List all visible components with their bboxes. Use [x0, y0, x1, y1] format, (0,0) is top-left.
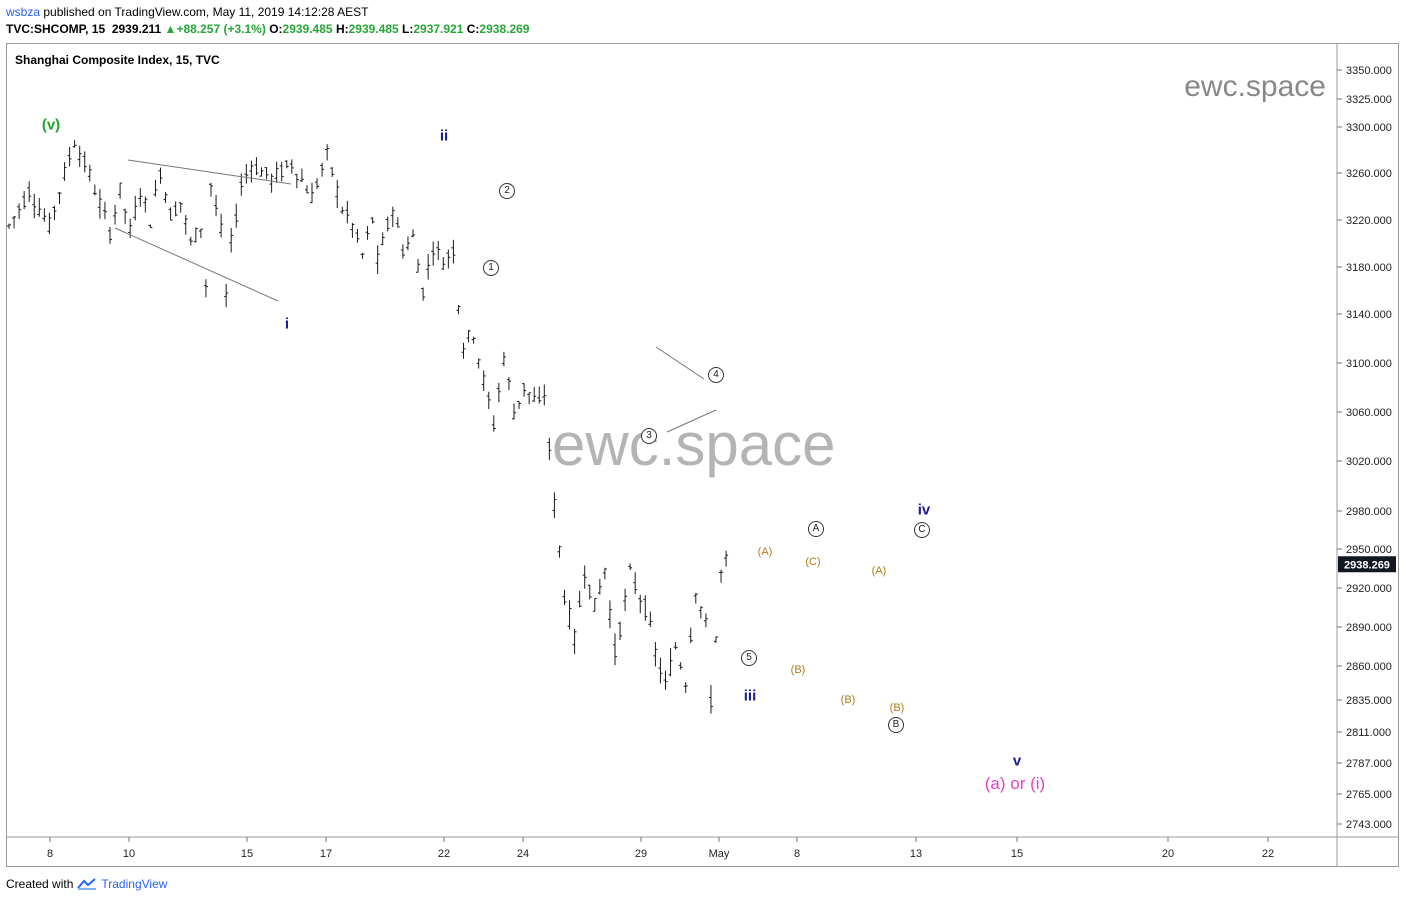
tradingview-logo-icon [77, 878, 97, 890]
time-axis[interactable]: 8 10 15 17 22 24 29 May 8 13 15 20 22 [47, 837, 1274, 860]
circled-wave-label: 2 [499, 183, 515, 199]
last-price-tag [1338, 556, 1396, 573]
subwave-label: (A) [757, 546, 773, 558]
price-tick-label: 2765.000 [1346, 789, 1392, 801]
time-tick-label: 17 [320, 848, 332, 860]
price-tick-label: 2860.000 [1346, 661, 1392, 673]
high-value: 2939.485 [348, 22, 399, 36]
time-tick-label: 13 [910, 848, 922, 860]
price-tick-label: 3260.000 [1346, 168, 1392, 180]
time-tick-label: 8 [794, 848, 800, 860]
high-label: H: [335, 22, 349, 36]
wave-label: iv [917, 501, 931, 519]
circled-wave-label: 1 [483, 260, 499, 276]
circled-wave-label: 4 [708, 367, 724, 383]
time-tick-label: 8 [47, 848, 53, 860]
time-tick-label: 22 [1262, 848, 1274, 860]
chart-title: Shanghai Composite Index, 15, TVC [15, 53, 220, 67]
wave-label: i [284, 315, 290, 333]
time-tick-label: 10 [123, 848, 135, 860]
wave-label: iii [743, 687, 757, 705]
created-with-text: Created with [6, 877, 74, 891]
publish-info: published on TradingView.com, May 11, 20… [40, 5, 369, 19]
time-tick-label: 22 [438, 848, 450, 860]
price-tick-label: 3140.000 [1346, 309, 1392, 321]
price-tick-label: 2950.000 [1346, 544, 1392, 556]
wave-label: v [1012, 752, 1022, 770]
circled-wave-label: 3 [641, 428, 657, 444]
time-tick-label: 15 [1011, 848, 1023, 860]
tradingview-link[interactable]: TradingView [101, 877, 168, 891]
wave-label: (a) or (i) [984, 774, 1046, 793]
price-tick-label: 2811.000 [1346, 727, 1391, 739]
price-tick-label: 2920.000 [1346, 583, 1392, 595]
watermark-center: ewc.space [552, 411, 836, 478]
symbol-label: TVC:SHCOMP, 15 [6, 22, 106, 36]
price-tick-label: 3060.000 [1346, 407, 1392, 419]
wave-label: (v) [41, 116, 61, 134]
open-value: 2939.485 [282, 22, 333, 36]
watermark-corner: ewc.space [1184, 70, 1326, 103]
trendline [666, 409, 717, 433]
footer: Created with TradingView [6, 877, 167, 891]
price-tick-label: 3100.000 [1346, 358, 1392, 370]
price-tick-label: 3325.000 [1346, 94, 1392, 106]
price-tick-label: 2835.000 [1346, 695, 1392, 707]
price-tick-label: 2890.000 [1346, 622, 1392, 634]
circled-wave-label: C [914, 522, 930, 538]
last-price: 2939.211 [111, 22, 162, 36]
circled-wave-label: A [808, 521, 824, 537]
last-price-tag-label: 2938.269 [1344, 559, 1390, 571]
last-price-marker: 2938.269 [1338, 556, 1396, 573]
circled-wave-label: B [888, 717, 904, 733]
low-label: L: [402, 22, 414, 36]
trendline [127, 159, 292, 185]
publisher-user-link[interactable]: wsbza [6, 5, 41, 19]
change-value: +88.257 (+3.1%) [176, 22, 266, 36]
trendline [655, 346, 705, 380]
trendline [114, 227, 279, 302]
ohlc-line: TVC:SHCOMP, 15 2939.211 ▲+88.257 (+3.1%)… [6, 22, 529, 36]
price-tick-label: 3220.000 [1346, 215, 1392, 227]
trendlines [114, 159, 717, 433]
price-tick-label: 3180.000 [1346, 262, 1392, 274]
change-arrow-icon: ▲ [164, 22, 177, 36]
subwave-label: (B) [840, 694, 856, 706]
subwave-label: (C) [805, 556, 821, 568]
close-value: 2938.269 [479, 22, 530, 36]
time-tick-label: 20 [1162, 848, 1174, 860]
price-bars [7, 140, 729, 714]
circled-wave-label: 5 [741, 650, 757, 666]
time-tick-label: 15 [241, 848, 253, 860]
low-value: 2937.921 [413, 22, 464, 36]
time-tick-label: 24 [517, 848, 529, 860]
price-tick-label: 2980.000 [1346, 506, 1392, 518]
subwave-label: (A) [871, 565, 887, 577]
price-tick-label: 3350.000 [1346, 65, 1392, 77]
chart-frame[interactable] [6, 43, 1399, 867]
price-tick-label: 3020.000 [1346, 456, 1392, 468]
price-axis[interactable]: 3350.000 3325.000 3300.000 3260.000 3220.000… [1337, 65, 1392, 831]
price-tick-label: 2743.000 [1346, 819, 1392, 831]
price-tick-label: 3300.000 [1346, 122, 1392, 134]
subwave-label: (B) [889, 702, 905, 714]
wave-label: ii [439, 127, 449, 145]
close-label: C: [466, 22, 480, 36]
open-label: O: [269, 22, 283, 36]
time-tick-label: 29 [635, 848, 647, 860]
time-tick-label: May [709, 848, 730, 860]
price-tick-label: 2787.000 [1346, 758, 1392, 770]
subwave-label: (B) [790, 664, 806, 676]
publisher-line: wsbza published on TradingView.com, May … [6, 5, 368, 19]
